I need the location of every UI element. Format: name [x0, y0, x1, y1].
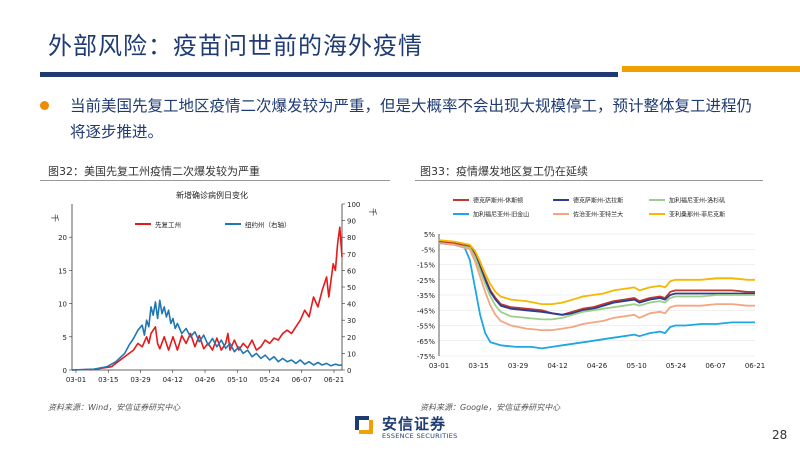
x-tick-label: 03-29 [508, 362, 528, 370]
y-tick-label-right: 50 [347, 284, 356, 292]
y-tick-label-right: 30 [347, 317, 356, 325]
y-unit-label: 千 [50, 214, 60, 222]
series-line-4 [438, 242, 755, 331]
y-tick-label-right: 40 [347, 301, 356, 309]
x-tick-label: 05-24 [666, 362, 687, 370]
x-tick-label: 06-07 [292, 376, 312, 384]
y-tick-label: -75% [417, 353, 435, 361]
legend-label: 德克萨斯州-达拉斯 [573, 197, 623, 205]
page-number: 28 [772, 428, 788, 442]
y-tick-label-right: 0 [347, 367, 351, 375]
series-line-3 [438, 242, 755, 350]
x-tick-label: 05-24 [259, 376, 280, 384]
y-tick-label-right: 60 [347, 267, 356, 275]
legend-label: 亚利桑那州-菲尼克斯 [669, 211, 725, 219]
y-tick-label-left: 0 [63, 367, 67, 375]
series-line-1 [438, 242, 755, 316]
x-tick-label: 04-26 [195, 376, 216, 384]
x-tick-label: 05-10 [626, 362, 646, 370]
y-tick-label: -45% [417, 307, 435, 315]
series-line-5 [438, 239, 755, 305]
x-tick-label: 06-21 [745, 362, 765, 370]
figure-33-title: 图33：疫情爆发地区复工仍在延续 [420, 165, 588, 178]
x-tick-label: 05-10 [227, 376, 247, 384]
y-tick-label-right: 20 [347, 334, 356, 342]
y-tick-label-right: 10 [347, 350, 356, 358]
y-tick-label-left: 5 [63, 334, 67, 342]
y-tick-label-left: 15 [58, 267, 67, 275]
legend-label: 纽约州（右轴） [245, 220, 291, 229]
y-tick-label: -35% [417, 292, 435, 300]
title-accent-rule [622, 66, 800, 72]
y-tick-label: 5% [424, 231, 435, 239]
x-tick-label: 04-12 [163, 376, 183, 384]
legend-label: 先复工州 [155, 220, 181, 229]
y-unit-label-right: 千 [368, 208, 378, 216]
y-tick-label-left: 10 [58, 301, 67, 309]
y-tick-label-left: 20 [58, 234, 67, 242]
x-tick-label: 04-26 [587, 362, 608, 370]
figure-32-title: 图32：美国先复工州疫情二次爆发较为严重 [48, 165, 260, 178]
y-tick-label: -55% [417, 323, 435, 331]
y-tick-label-right: 90 [347, 218, 356, 226]
figure-32-rule [40, 180, 390, 181]
series-line-1 [71, 299, 343, 371]
x-tick-label: 06-07 [705, 362, 725, 370]
chart-new-cases: 新增确诊病例日变化 千 千 0 5 10 15 20 0 10 20 30 40 50 60 70 80 9… [40, 182, 390, 387]
legend-label: 加利福尼亚州-洛杉矶 [669, 197, 725, 205]
series-line-2 [438, 242, 755, 321]
x-tick-label: 03-01 [429, 362, 449, 370]
figure-33-rule [415, 180, 763, 181]
legend-label: 加利福尼亚州-旧金山 [473, 211, 529, 219]
x-tick-label: 06-21 [324, 376, 344, 384]
x-tick-label: 03-29 [130, 376, 150, 384]
y-tick-label-right: 100 [347, 201, 360, 209]
figure-32-source: 资料来源：Wind，安信证券研究中心 [48, 403, 181, 412]
x-tick-label: 03-15 [468, 362, 488, 370]
logo-subtext: ESSENCE SECURITIES [382, 432, 458, 440]
page-title: 外部风险：疫苗问世前的海外疫情 [48, 32, 423, 60]
chart-mobility: 5% -5% -15% -25% -35% -45% -55% -65% -75%03-01 03… [415, 182, 765, 387]
y-tick-label: -65% [417, 338, 435, 346]
x-tick-label: 03-15 [98, 376, 118, 384]
title-rule [40, 72, 618, 77]
y-tick-label: -25% [417, 277, 435, 285]
logo-text: 安信证券 [382, 415, 447, 433]
chart-title: 新增确诊病例日变化 [176, 190, 248, 200]
bullet-icon [40, 101, 49, 110]
x-tick-label: 04-12 [547, 362, 567, 370]
legend-label: 佐治亚州-亚特兰大 [573, 211, 623, 219]
x-tick-label: 03-01 [66, 376, 86, 384]
series-line-0 [71, 226, 343, 371]
logo-icon [355, 416, 373, 434]
y-tick-label-right: 70 [347, 251, 356, 259]
legend-label: 德克萨斯州-休斯顿 [473, 197, 523, 205]
y-tick-label-right: 80 [347, 234, 356, 242]
y-tick-label: -5% [421, 246, 435, 254]
y-tick-label: -15% [417, 262, 435, 270]
bullet-text: 当前美国先复工地区疫情二次爆发较为严重，但是大概率不会出现大规模停工，预计整体复… [70, 97, 753, 141]
figure-33-source: 资料来源：Google，安信证券研究中心 [420, 403, 561, 412]
